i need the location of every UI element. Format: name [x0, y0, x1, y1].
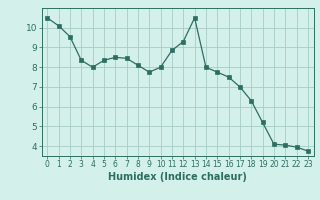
X-axis label: Humidex (Indice chaleur): Humidex (Indice chaleur) — [108, 172, 247, 182]
